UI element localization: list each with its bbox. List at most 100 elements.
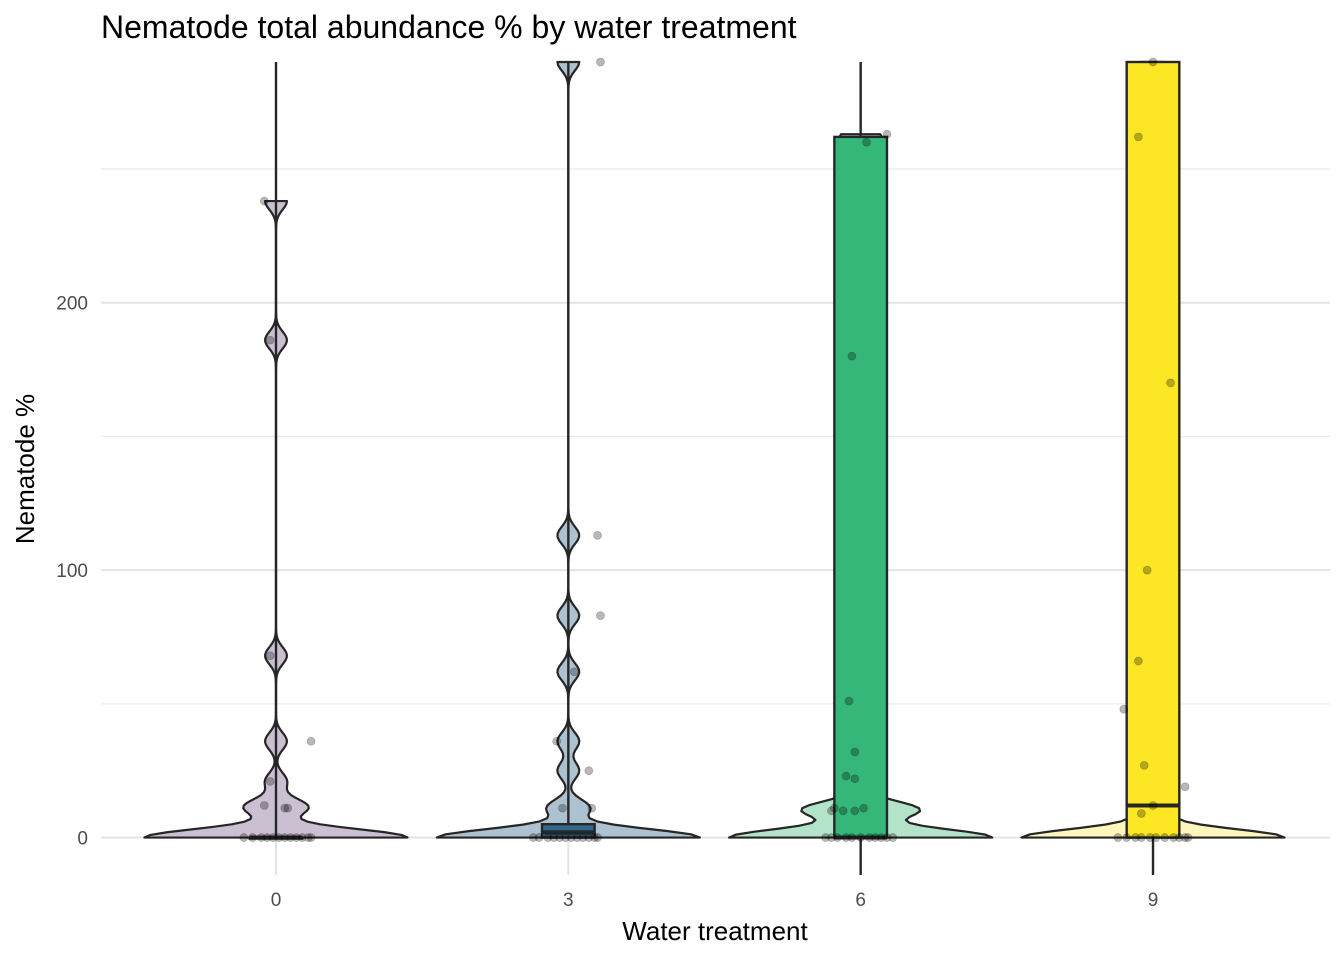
data-point [259, 801, 269, 810]
jitter-points [239, 57, 1193, 842]
x-axis-title: Water treatment [622, 916, 808, 946]
data-point [1169, 833, 1178, 842]
y-tick-label: 100 [56, 561, 88, 582]
data-point [286, 833, 296, 842]
data-point [265, 651, 275, 661]
data-point [587, 803, 597, 813]
chart-title: Nematode total abundance % by water trea… [101, 9, 797, 45]
data-point [265, 335, 275, 345]
box [1125, 60, 1181, 839]
data-point [262, 833, 272, 842]
data-point [578, 833, 588, 842]
data-point [1180, 833, 1190, 842]
data-point [821, 833, 830, 842]
data-point [572, 833, 582, 842]
data-point [561, 833, 570, 842]
data-point [1133, 132, 1143, 142]
data-point [1136, 809, 1146, 818]
data-point [239, 833, 249, 842]
data-point [856, 833, 866, 842]
box [833, 135, 889, 839]
data-point [1148, 801, 1158, 810]
data-point [841, 771, 851, 781]
data-point [829, 803, 839, 813]
data-point [268, 833, 278, 842]
data-point [303, 833, 313, 842]
data-point [292, 833, 301, 842]
boxes [248, 60, 1181, 840]
x-tick-label: 0 [271, 890, 282, 911]
data-point [1122, 833, 1132, 842]
data-point [838, 806, 848, 816]
data-point [543, 833, 553, 842]
data-point [248, 833, 258, 842]
data-point [847, 351, 857, 361]
data-point [306, 833, 316, 842]
data-point [297, 833, 307, 842]
data-point [844, 696, 854, 706]
data-point [850, 747, 860, 757]
data-point [590, 833, 600, 842]
data-point [882, 129, 892, 139]
data-point [876, 833, 886, 842]
data-point [569, 667, 579, 677]
y-axis-ticks: 0 100 200 [56, 294, 88, 850]
data-point [1183, 833, 1193, 842]
data-point [1166, 378, 1175, 388]
x-tick-label: 6 [855, 890, 866, 911]
data-point [1119, 704, 1129, 714]
data-point [882, 833, 892, 842]
y-axis-title: Nematode % [10, 394, 40, 544]
data-point [265, 776, 275, 786]
data-point [1151, 833, 1161, 842]
data-point [888, 833, 898, 842]
data-point [584, 833, 594, 842]
x-axis-ticks: 0 3 6 9 [271, 890, 1159, 911]
data-point [1160, 833, 1170, 842]
data-point [549, 833, 559, 842]
data-point [259, 196, 269, 206]
data-point [862, 137, 871, 147]
data-point [306, 736, 316, 746]
data-point [558, 803, 567, 813]
x-tick-label: 9 [1148, 890, 1159, 911]
data-point [596, 57, 605, 67]
data-point [280, 803, 290, 813]
data-point [593, 530, 602, 540]
data-point [1113, 833, 1123, 842]
data-point [593, 833, 602, 842]
y-tick-label: 200 [56, 294, 88, 315]
data-point [256, 833, 266, 842]
data-point [865, 833, 874, 842]
data-point [584, 766, 594, 776]
x-tick-label: 3 [563, 890, 574, 911]
y-tick-label: 0 [77, 829, 88, 850]
data-point [1174, 833, 1184, 842]
data-point [832, 833, 842, 842]
data-point [1180, 782, 1190, 792]
data-point [552, 736, 562, 746]
data-point [274, 833, 284, 842]
data-point [566, 833, 576, 842]
data-point [1139, 760, 1149, 770]
data-point [850, 774, 860, 784]
data-point [555, 833, 564, 842]
data-point [1136, 833, 1146, 842]
whiskers [274, 62, 1155, 875]
data-point [1133, 656, 1143, 666]
data-point [1148, 57, 1158, 67]
data-point [283, 803, 293, 813]
data-point [827, 833, 836, 842]
data-point [596, 611, 605, 620]
data-point [534, 833, 544, 842]
data-point [1131, 833, 1140, 842]
data-point [1145, 833, 1155, 842]
data-point [847, 833, 857, 842]
data-point [1142, 565, 1152, 575]
data-point [850, 806, 860, 816]
data-point [870, 833, 880, 842]
data-point [280, 833, 290, 842]
data-point [528, 833, 538, 842]
